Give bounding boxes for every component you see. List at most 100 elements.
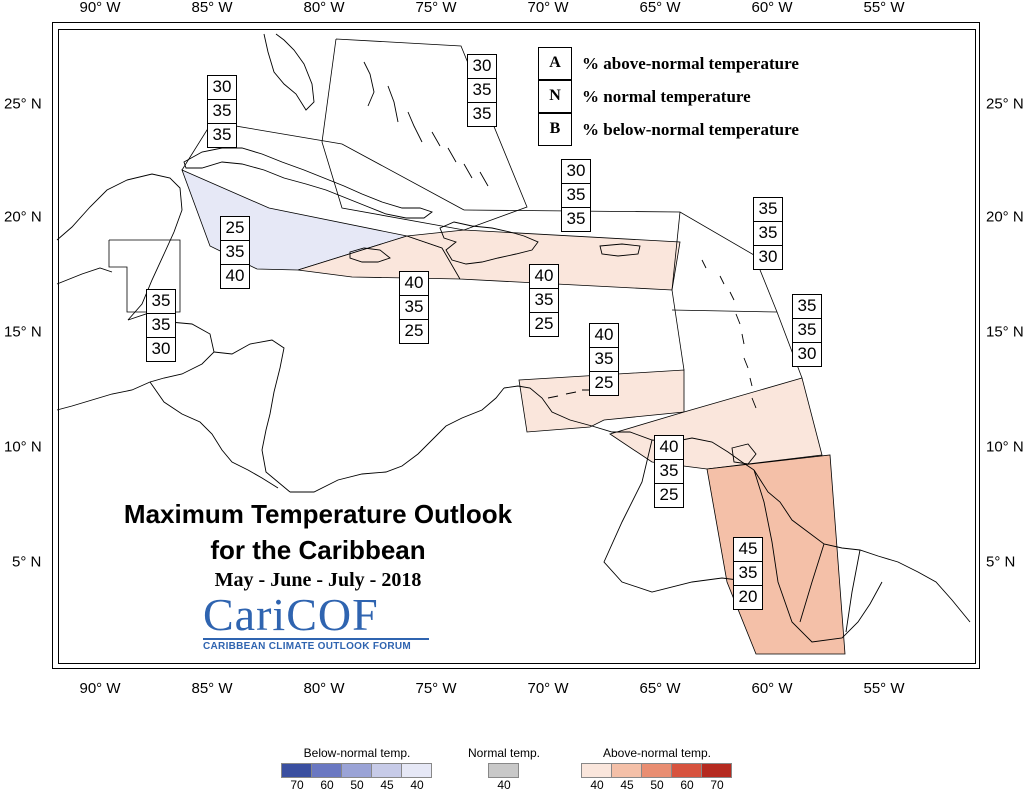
zone-box-trinidad: 40 35 25 [654, 435, 684, 508]
colorbar-ticks: 40 45 50 60 70 [582, 778, 732, 792]
zone-box-bahamas: 30 35 35 [467, 54, 497, 127]
colorbar-tick: 60 [680, 778, 694, 792]
category-key: A % above-normal temperature N % normal … [538, 46, 799, 146]
lat-label-right: 20° N [986, 208, 1024, 226]
coast-yucatan [56, 173, 183, 321]
colorbar-tick: 45 [380, 778, 394, 792]
above-value: 30 [208, 76, 236, 100]
zone-boundary [321, 38, 528, 231]
above-value: 40 [530, 265, 558, 289]
lat-label-right: 25° N [986, 95, 1024, 113]
below-value: 30 [797, 344, 817, 363]
coast-colombia-venezuela [503, 385, 755, 471]
above-value: 45 [734, 538, 762, 562]
below-value: 25 [404, 321, 424, 340]
colorbar-title: Above-normal temp. [602, 746, 712, 760]
normal-value: 35 [147, 314, 175, 338]
map-title-period: May - June - July - 2018 [214, 569, 422, 591]
colorbar-tick: 40 [497, 778, 511, 792]
colorbar-tick: 60 [320, 778, 334, 792]
normal-value: 35 [208, 100, 236, 124]
normal-value: 35 [468, 79, 496, 103]
zone-box-windward: 35 35 30 [792, 294, 822, 367]
map-title-line1: Maximum Temperature Outlook [123, 499, 513, 529]
coast-honduras [213, 339, 291, 493]
key-row-above: A % above-normal temperature [538, 46, 799, 80]
lat-label-right: 5° N [986, 553, 1016, 571]
lon-label-bottom: 70° W [527, 680, 569, 697]
map-inner-border [58, 29, 976, 664]
zone-boundary [181, 121, 465, 211]
lon-label-bottom: 65° W [639, 680, 681, 697]
below-value: 40 [225, 266, 245, 285]
lon-label-bottom: 90° W [79, 680, 121, 697]
colorbar-normal: Normal temp. 40 [468, 746, 540, 792]
lon-label-top: 70° W [527, 0, 569, 16]
below-value: 30 [151, 339, 171, 358]
key-letter: N [538, 79, 572, 113]
colorbar-swatch [281, 763, 312, 778]
colorbar-tick: 45 [620, 778, 634, 792]
above-value: 35 [147, 290, 175, 314]
coast-costa-rica-panama [290, 387, 505, 493]
lat-label-left: 5° N [12, 553, 42, 571]
below-value: 35 [566, 209, 586, 228]
lon-label-bottom: 55° W [863, 680, 905, 697]
colorbar-swatch [611, 763, 642, 778]
zone-box-hispaniola-puerto-rico: 40 35 25 [529, 264, 559, 337]
above-value: 35 [754, 198, 782, 222]
coast-bahamas [363, 61, 489, 187]
key-letter: A [538, 46, 572, 80]
lat-label-left: 15° N [4, 323, 42, 341]
colorbar-swatch [371, 763, 402, 778]
below-value: 20 [738, 587, 758, 606]
coast-trinidad [731, 443, 757, 465]
colorbar-swatches [468, 763, 540, 778]
normal-value: 35 [400, 296, 428, 320]
lon-label-top: 60° W [751, 0, 793, 16]
above-value: 40 [400, 272, 428, 296]
zone-box-belize: 35 35 30 [146, 289, 176, 362]
colorbar-title: Below-normal temp. [303, 746, 411, 760]
normal-value: 35 [655, 460, 683, 484]
key-text: % below-normal temperature [582, 119, 799, 139]
colorbar-swatch [341, 763, 372, 778]
coast-central-america [56, 313, 215, 411]
zone-boundary [671, 309, 778, 313]
colorbar-swatch [641, 763, 672, 778]
lon-label-top: 75° W [415, 0, 457, 16]
zone-box-turks-caicos: 30 35 35 [561, 159, 591, 232]
below-value: 25 [659, 485, 679, 504]
colorbar-swatch [701, 763, 732, 778]
logo-wordmark: CariCOF [203, 589, 379, 640]
map-title-line2: for the Caribbean [210, 535, 426, 565]
zone-boundary [671, 289, 685, 371]
lat-label-right: 10° N [986, 438, 1024, 456]
below-value: 30 [758, 247, 778, 266]
zone-boundary [671, 211, 681, 291]
colorbar-swatch [488, 763, 520, 778]
above-value: 30 [562, 160, 590, 184]
normal-value: 35 [590, 348, 618, 372]
colorbar-tick: 50 [650, 778, 664, 792]
normal-value: 35 [221, 241, 249, 265]
below-value: 35 [472, 104, 492, 123]
colorbar-ticks: 70 60 50 45 40 [282, 778, 432, 792]
lon-label-bottom: 85° W [191, 680, 233, 697]
lat-label-left: 20° N [4, 208, 42, 226]
zone-box-cuba: 30 35 35 [207, 75, 237, 148]
zone-box-guianas: 45 35 20 [733, 537, 763, 610]
coast-jamaica [349, 247, 391, 263]
zone-box-leeward-north: 35 35 30 [753, 197, 783, 270]
colorbar-below: Below-normal temp. 70 60 50 45 40 [281, 746, 432, 792]
colorbar-ticks: 40 [468, 778, 540, 792]
colorbar-tick: 40 [410, 778, 424, 792]
colorbar-swatch [671, 763, 702, 778]
coast-hispaniola [439, 221, 539, 265]
zone-guianas [706, 454, 846, 655]
normal-value: 35 [562, 184, 590, 208]
lon-label-top: 80° W [303, 0, 345, 16]
colorbar-tick: 50 [350, 778, 364, 792]
coast-lesser-antilles [701, 259, 757, 409]
below-value: 35 [212, 125, 232, 144]
